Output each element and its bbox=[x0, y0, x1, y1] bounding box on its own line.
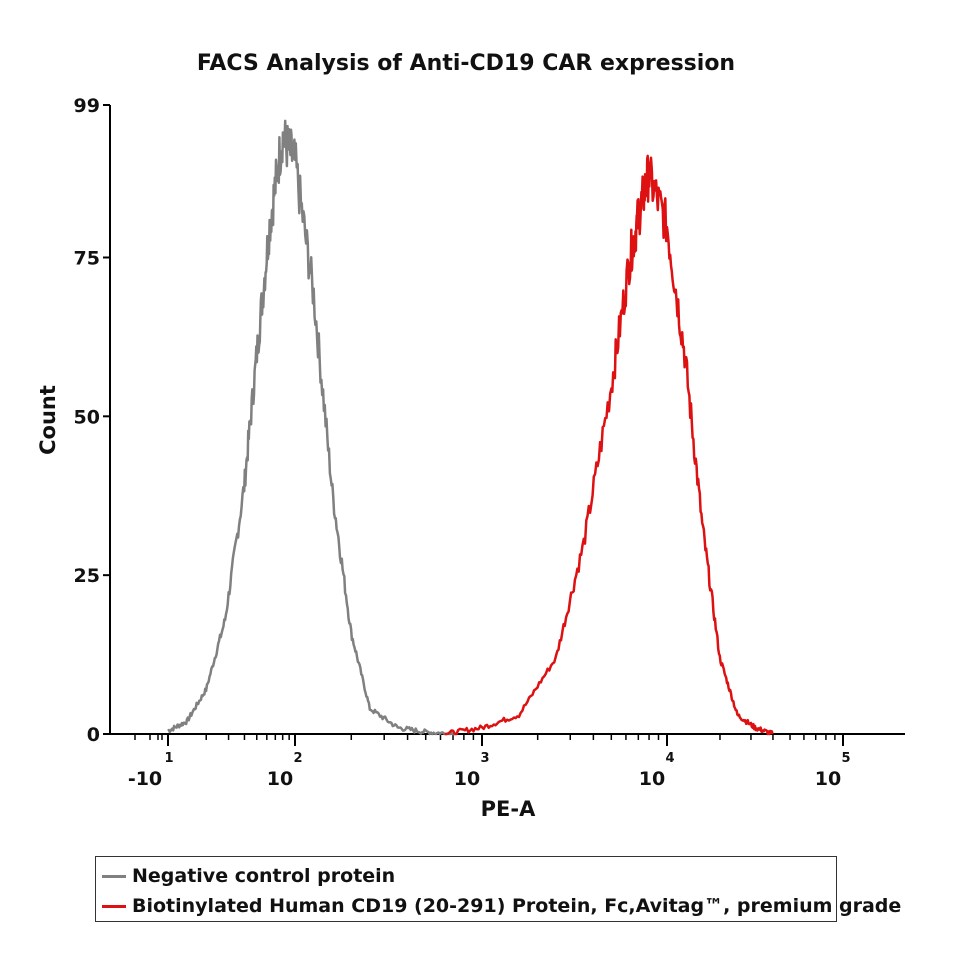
cd19-protein-curve bbox=[444, 154, 774, 736]
negative-control-curve bbox=[167, 119, 454, 736]
legend-swatch bbox=[102, 874, 126, 878]
chart-title: FACS Analysis of Anti-CD19 CAR expressio… bbox=[197, 51, 735, 76]
y-tick-label: 99 bbox=[74, 95, 100, 117]
legend-item-negative-control: Negative control protein bbox=[102, 863, 395, 889]
x-tick-exponent: 1 bbox=[164, 751, 173, 766]
series-group bbox=[167, 119, 774, 736]
legend-item-cd19-protein: Biotinylated Human CD19 (20-291) Protein… bbox=[102, 893, 901, 919]
x-tick-exponent: 4 bbox=[665, 751, 674, 766]
x-tick-base: -10 bbox=[128, 768, 162, 790]
legend-label: Negative control protein bbox=[132, 865, 396, 887]
y-tick-label: 0 bbox=[87, 724, 100, 746]
x-tick-base: 10 bbox=[815, 768, 841, 790]
y-tick-label: 25 bbox=[74, 565, 100, 587]
legend: Negative control protein Biotinylated Hu… bbox=[95, 856, 901, 922]
legend-label: Biotinylated Human CD19 (20-291) Protein… bbox=[132, 895, 902, 917]
y-ticks: 0 25 50 75 99 bbox=[74, 95, 110, 746]
x-tick-exponent: 3 bbox=[480, 751, 489, 766]
x-tick-base: 10 bbox=[454, 768, 480, 790]
y-tick-label: 75 bbox=[74, 247, 100, 269]
axes bbox=[109, 105, 905, 735]
x-tick-exponent: 5 bbox=[841, 751, 850, 766]
y-axis-title: Count bbox=[36, 385, 60, 455]
y-tick-label: 50 bbox=[74, 406, 100, 428]
legend-swatch bbox=[102, 904, 126, 908]
x-axis-title: PE-A bbox=[481, 797, 536, 821]
x-tick-base: 10 bbox=[267, 768, 293, 790]
x-tick-exponent: 2 bbox=[293, 751, 302, 766]
x-tick-base: 10 bbox=[639, 768, 665, 790]
